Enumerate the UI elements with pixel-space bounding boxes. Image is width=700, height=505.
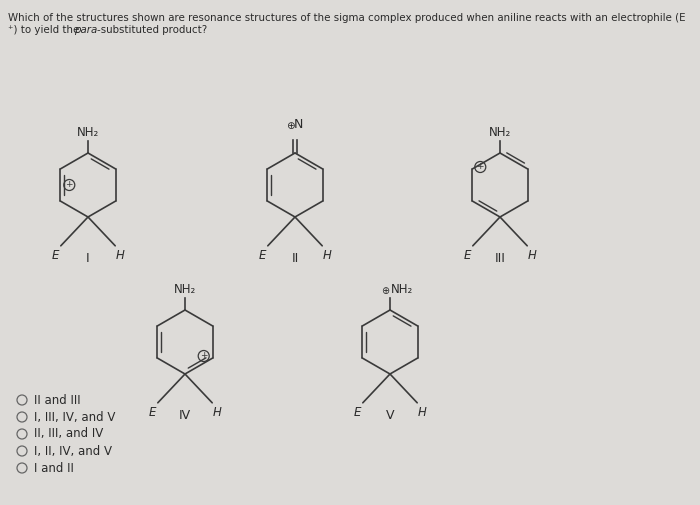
Text: H: H [323,249,332,262]
Text: +: + [477,162,484,171]
Text: NH₂: NH₂ [489,126,511,139]
Text: +: + [66,180,73,189]
Text: II, III, and IV: II, III, and IV [34,428,104,440]
Text: I, III, IV, and V: I, III, IV, and V [34,411,116,424]
Text: para: para [74,25,97,35]
Text: E: E [354,406,361,419]
Text: H: H [213,406,222,419]
Text: E: E [259,249,267,262]
Text: ⊕: ⊕ [286,121,295,131]
Text: II: II [291,252,299,265]
Text: III: III [495,252,505,265]
Text: NH₂: NH₂ [174,283,196,296]
Text: NH₂: NH₂ [391,283,413,296]
Text: ⊕: ⊕ [381,286,389,296]
Text: +: + [200,351,207,360]
Text: II and III: II and III [34,393,80,407]
Text: E: E [52,249,60,262]
Text: N: N [293,118,302,131]
Text: E: E [149,406,157,419]
Text: I: I [86,252,90,265]
Text: Which of the structures shown are resonance structures of the sigma complex prod: Which of the structures shown are resona… [8,13,685,23]
Text: NH₂: NH₂ [77,126,99,139]
Text: IV: IV [179,409,191,422]
Text: I, II, IV, and V: I, II, IV, and V [34,444,112,458]
Text: H: H [116,249,125,262]
Text: ⁺) to yield the: ⁺) to yield the [8,25,83,35]
Text: I and II: I and II [34,462,74,475]
Text: V: V [386,409,394,422]
Text: H: H [528,249,537,262]
Text: -substituted product?: -substituted product? [97,25,207,35]
Text: E: E [464,249,472,262]
Text: H: H [418,406,426,419]
